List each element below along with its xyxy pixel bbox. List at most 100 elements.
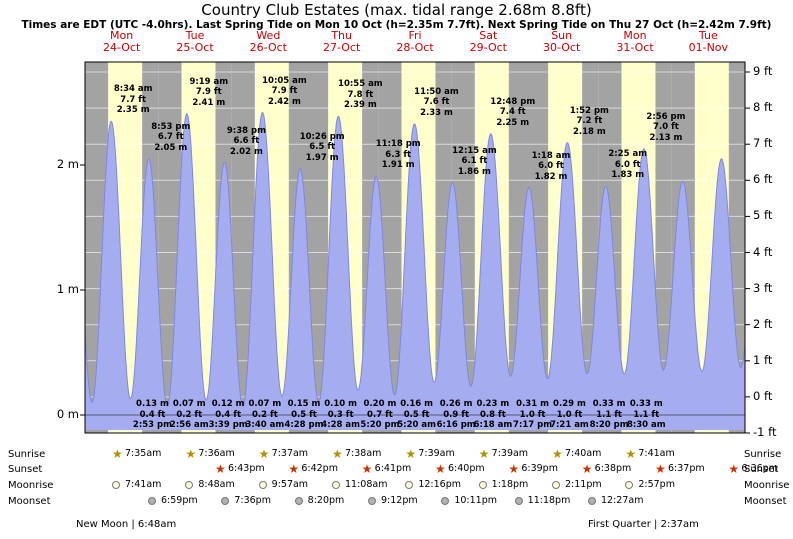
y-axis-right-label: 5 ft: [753, 208, 773, 223]
moonrise-icon: [112, 481, 120, 489]
low-tide-label: 0.07 m 0.2 ft 2:56 am: [169, 399, 209, 430]
moonset-icon: [514, 497, 523, 505]
sunrise-icon: ★: [405, 447, 417, 461]
moonrise-icon: [258, 481, 267, 489]
low-tide-label: 0.15 m 0.5 ft 4:28 pm: [284, 399, 324, 430]
y-axis-right-label: -1 ft: [753, 425, 777, 439]
day-label: Mon 31-Oct: [616, 29, 654, 54]
low-tide-label: 0.33 m 1.1 ft 8:30 am: [626, 399, 666, 430]
day-label: Sun 30-Oct: [543, 29, 581, 54]
high-tide-label: 10:05 am 7.9 ft 2.42 m: [262, 75, 307, 107]
sunset-time: 6:42pm: [301, 463, 338, 474]
high-tide-label: 9:38 pm 6.6 ft 2.02 m: [226, 125, 266, 157]
moonrise-time: 2:11pm: [565, 479, 602, 490]
sunset-row-label-left: Sunset: [8, 464, 43, 475]
sunrise-icon: ★: [258, 447, 270, 461]
y-axis-right-label: 2 ft: [753, 316, 773, 331]
y-axis-right-label: 6 ft: [753, 172, 773, 187]
sunset-icon: ★: [508, 462, 520, 476]
low-tide-label: 0.07 m 0.2 ft 3:40 am: [245, 399, 285, 430]
sunrise-time: 7:40am: [565, 448, 602, 459]
new-moon-label: New Moon | 6:48am: [76, 519, 177, 530]
moonrise-time: 1:18pm: [491, 479, 529, 490]
low-tide-label: 0.20 m 0.7 ft 5:20 pm: [360, 399, 400, 430]
high-tide-label: 1:18 am 6.0 ft 1.82 m: [531, 150, 571, 182]
sunrise-time: 7:39am: [418, 448, 455, 459]
moonset-time: 10:11pm: [454, 495, 497, 506]
sunrise-icon: ★: [478, 447, 490, 461]
moonrise-icon: [478, 481, 487, 489]
moonset-icon: [441, 497, 450, 505]
sunset-icon: ★: [215, 462, 226, 476]
sunrise-time: 7:41am: [638, 448, 675, 459]
y-axis-right-label: 9 ft: [753, 64, 773, 78]
sunrise-row-label-right: Sunrise: [744, 449, 782, 460]
sunset-icon: ★: [655, 462, 666, 476]
high-tide-label: 10:26 pm 6.5 ft 1.97 m: [299, 131, 345, 163]
high-tide-label: 8:34 am 7.7 ft 2.35 m: [113, 84, 153, 116]
moonset-row-label-right: Moonset: [744, 496, 787, 507]
sunrise-time: 7:38am: [345, 448, 382, 459]
high-tide-label: 12:15 am 6.1 ft 1.86 m: [452, 145, 497, 177]
sunrise-icon: ★: [332, 447, 343, 461]
y-axis-right-label: 3 ft: [753, 280, 773, 295]
high-tide-label: 8:53 pm 6.7 ft 2.05 m: [151, 121, 191, 153]
moonrise-row-label-right: Moonrise: [744, 480, 790, 491]
high-tide-label: 10:55 am 7.8 ft 2.39 m: [338, 79, 383, 111]
moonset-row-label-left: Moonset: [8, 496, 51, 507]
y-axis-left-label: 2 m: [56, 157, 79, 171]
y-axis-right-label: 4 ft: [753, 244, 773, 259]
y-axis-right-label: 0 ft: [753, 388, 773, 403]
first-quarter-label: First Quarter | 2:37am: [588, 519, 699, 530]
moonrise-time: 9:57am: [271, 479, 309, 490]
moonset-icon: [368, 497, 376, 505]
sunset-time: 6:40pm: [448, 463, 485, 474]
chart-title: Country Club Estates (max. tidal range 2…: [201, 1, 592, 19]
sunset-row-label-right: Sunset: [744, 464, 779, 475]
low-tide-label: 0.12 m 0.4 ft 3:39 pm: [208, 399, 248, 430]
tide-curve: [85, 111, 745, 407]
day-label: Tue 25-Oct: [176, 29, 214, 54]
moonset-time: 7:36pm: [234, 495, 271, 506]
low-tide-label: 0.33 m 1.1 ft 8:20 pm: [589, 399, 629, 430]
moonrise-row-label-left: Moonrise: [8, 480, 54, 491]
high-tide-label: 12:48 pm 7.4 ft 2.25 m: [490, 96, 536, 128]
y-axis-right-label: 1 ft: [753, 352, 773, 367]
day-label: Fri 28-Oct: [396, 29, 434, 54]
high-tide-label: 11:18 pm 6.3 ft 1.91 m: [375, 139, 421, 171]
low-tide-label: 0.10 m 0.3 ft 4:28 am: [321, 399, 360, 430]
moonset-icon: [148, 497, 156, 505]
low-tide-label: 0.23 m 0.8 ft 6:18 am: [473, 399, 513, 430]
sunset-time: 6:43pm: [228, 463, 265, 474]
day-label: Tue 01-Nov: [688, 29, 729, 54]
moonset-icon: [221, 497, 230, 505]
night-band: [655, 62, 672, 433]
day-label: Thu 27-Oct: [323, 29, 361, 54]
y-axis-right-label: 7 ft: [753, 136, 773, 151]
sunset-time: 6:37pm: [668, 463, 705, 474]
sunrise-time: 7:37am: [271, 448, 309, 459]
high-tide-label: 2:56 pm 7.0 ft 2.13 m: [646, 111, 686, 143]
moonset-time: 12:27am: [601, 495, 644, 506]
moonrise-time: 7:41am: [125, 479, 162, 490]
moonrise-time: 2:57pm: [638, 479, 675, 490]
sunset-time: 6:41pm: [374, 463, 412, 474]
sunrise-time: 7:39am: [491, 448, 529, 459]
sunrise-time: 7:36am: [198, 448, 235, 459]
y-axis-right-label: 8 ft: [753, 100, 773, 115]
chart-subtitle: Times are EDT (UTC -4.0hrs). Last Spring…: [21, 19, 772, 31]
moonrise-icon: [552, 481, 560, 489]
moonrise-icon: [332, 481, 340, 489]
moonrise-icon: [625, 481, 634, 489]
moonset-time: 6:59pm: [161, 495, 198, 506]
moonrise-time: 12:16pm: [418, 479, 461, 490]
day-label: Sat 29-Oct: [469, 29, 507, 54]
low-tide-label: 0.31 m 1.0 ft 7:17 pm: [513, 399, 553, 430]
sunset-time: 6:38pm: [594, 463, 632, 474]
high-tide-label: 1:52 pm 7.2 ft 2.18 m: [569, 105, 609, 137]
moonset-time: 8:20pm: [307, 495, 345, 506]
low-tide-label: 0.29 m 1.0 ft 7:21 am: [550, 399, 589, 430]
sunset-time: 6:39pm: [521, 463, 558, 474]
